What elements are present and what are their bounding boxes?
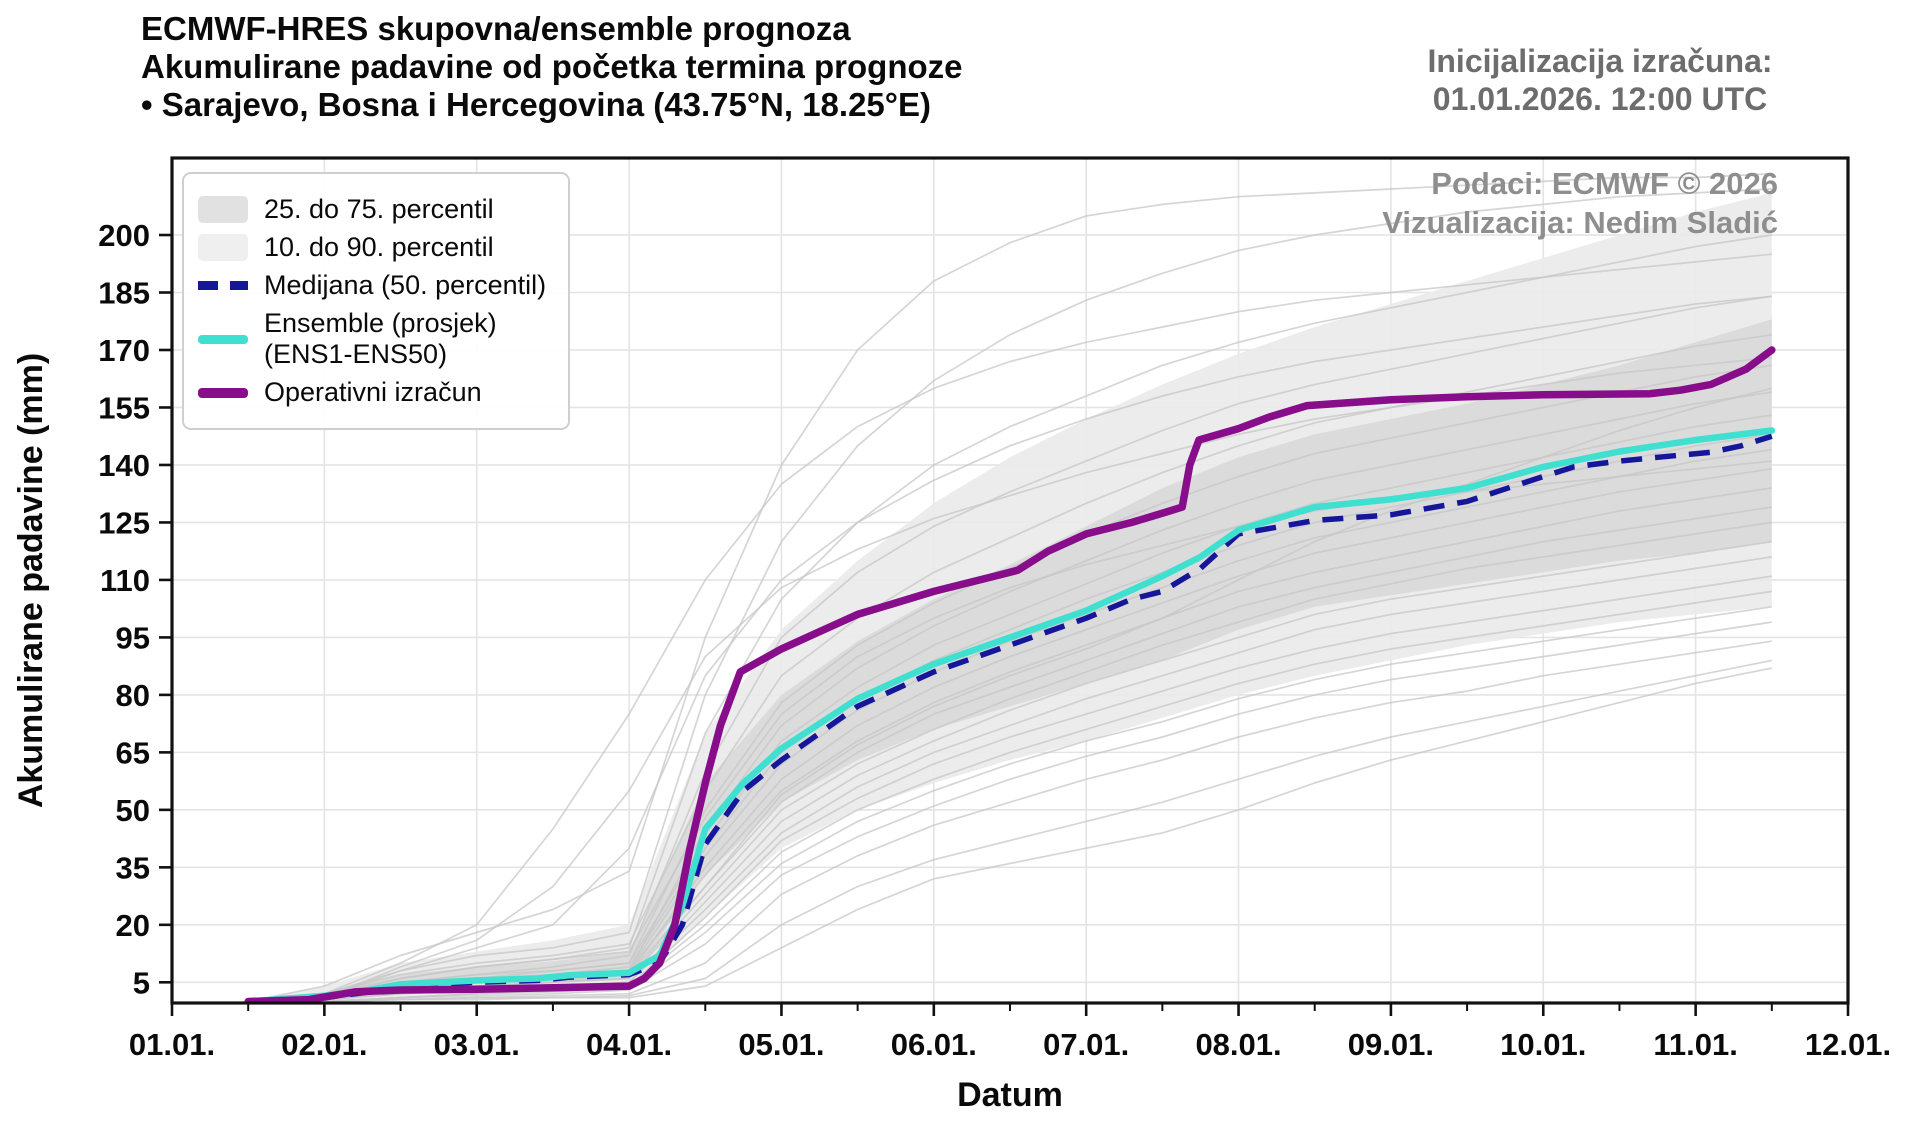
band-10-90-swatch (198, 234, 248, 261)
visualization-credit: Vizualizacija: Nedim Sladić (1382, 205, 1778, 240)
y-tick-label: 20 (116, 908, 150, 943)
operational-line (244, 346, 1776, 1003)
y-tick-label: 65 (116, 735, 150, 770)
legend-label: Operativni izračun (264, 377, 482, 407)
chart-subtitle: Akumulirane padavine od početka termina … (141, 48, 963, 85)
y-tick-label: 140 (98, 448, 150, 483)
band-25-75-swatch (198, 196, 248, 223)
plot-data (244, 172, 1776, 1003)
y-tick-label: 80 (116, 678, 150, 713)
initialization-info: Inicijalizacija izračuna: 01.01.2026. 12… (1370, 42, 1830, 118)
x-tick-label: 09.01. (1348, 1027, 1434, 1062)
legend-label: 10. do 90. percentil (264, 232, 494, 262)
legend-item-p10-90: 10. do 90. percentil (198, 232, 546, 263)
x-tick-label: 02.01. (281, 1027, 367, 1062)
legend-item-p25-75: 25. do 75. percentil (198, 194, 546, 225)
credits: Podaci: ECMWF © 2026 Vizualizacija: Nedi… (1382, 164, 1778, 242)
ensemble-mean-line (244, 427, 1776, 1003)
legend-label: Ensemble (prosjek) (ENS1-ENS50) (264, 308, 497, 370)
legend-label: Medijana (50. percentil) (264, 270, 547, 300)
x-axis: 01.01. 02.01. 03.01. 04.01. 05.01. 06.01. 07.0… (129, 1003, 1891, 1062)
legend-label: 25. do 75. percentil (264, 194, 494, 224)
legend-item-operational: Operativni izračun (198, 377, 546, 408)
chart-location: • Sarajevo, Bosna i Hercegovina (43.75°N… (141, 86, 931, 123)
legend-item-ensemble-mean: Ensemble (prosjek) (ENS1-ENS50) (198, 308, 546, 370)
y-axis-title: Akumulirane padavine (mm) (12, 353, 50, 808)
x-tick-label: 06.01. (891, 1027, 977, 1062)
y-tick-label: 35 (116, 850, 150, 885)
x-tick-label: 12.01. (1805, 1027, 1891, 1062)
band-25-75 (248, 319, 1772, 1002)
init-label: Inicijalizacija izračuna: (1427, 43, 1773, 79)
data-source-credit: Podaci: ECMWF © 2026 (1431, 166, 1778, 201)
init-datetime: 01.01.2026. 12:00 UTC (1432, 81, 1768, 117)
y-axis: 5 20 35 50 65 80 95 110 125 140 155 170 185 200 (98, 218, 172, 1000)
x-tick-label: 04.01. (586, 1027, 672, 1062)
x-tick-label: 03.01. (434, 1027, 520, 1062)
page-title: ECMWF-HRES skupovna/ensemble prognoza (141, 10, 851, 47)
median-dashed-line-swatch (198, 281, 248, 290)
y-tick-label: 185 (98, 276, 150, 311)
x-tick-label: 10.01. (1500, 1027, 1586, 1062)
x-tick-label: 08.01. (1195, 1027, 1281, 1062)
y-tick-label: 95 (116, 620, 150, 655)
legend-item-median: Medijana (50. percentil) (198, 270, 546, 301)
legend: 25. do 75. percentil 10. do 90. percenti… (182, 172, 571, 430)
y-tick-label: 155 (98, 390, 150, 425)
x-tick-label: 05.01. (738, 1027, 824, 1062)
ensemble-mean-line-swatch (198, 334, 248, 344)
operational-line-swatch (198, 387, 248, 398)
y-tick-label: 170 (98, 333, 150, 368)
x-tick-label: 07.01. (1043, 1027, 1129, 1062)
y-tick-label: 50 (116, 793, 150, 828)
x-axis-title: Datum (957, 1076, 1063, 1114)
x-tick-label: 01.01. (129, 1027, 215, 1062)
y-tick-label: 5 (133, 965, 150, 1000)
y-tick-label: 200 (98, 218, 150, 253)
y-tick-label: 125 (98, 505, 150, 540)
legend-label-line2: (ENS1-ENS50) (264, 339, 448, 369)
legend-label-line1: Ensemble (prosjek) (264, 308, 497, 338)
x-tick-label: 11.01. (1653, 1027, 1737, 1062)
y-tick-label: 110 (100, 563, 150, 598)
chart-titles: ECMWF-HRES skupovna/ensemble prognoza Ak… (141, 10, 963, 124)
